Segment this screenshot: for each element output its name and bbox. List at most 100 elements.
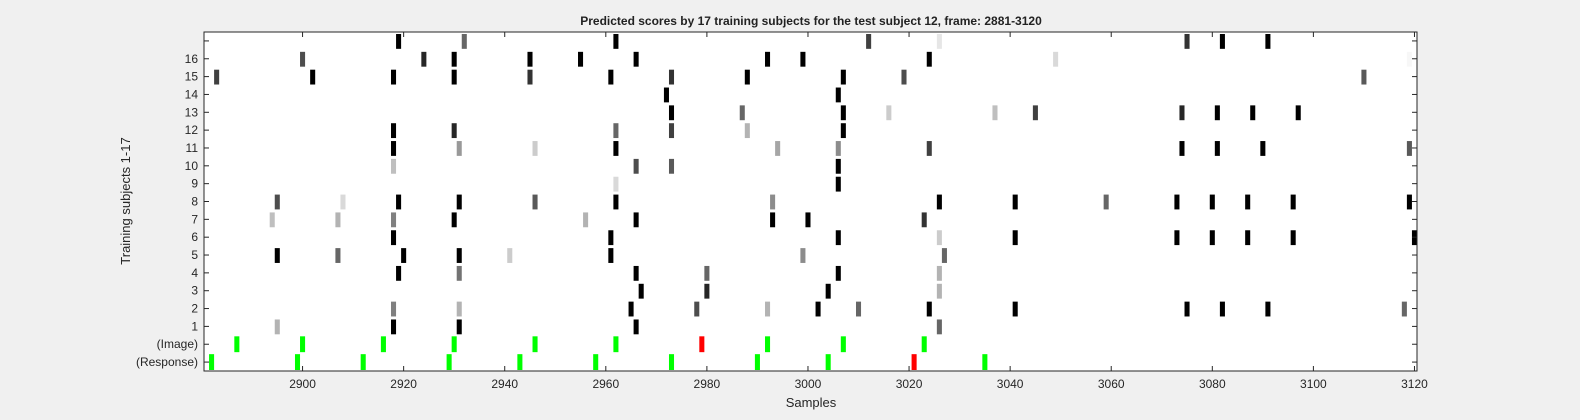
y-tick-label: (Image): [157, 337, 198, 351]
heatmap-cell: [1103, 194, 1109, 210]
correct-marker: [982, 354, 988, 370]
y-axis-label: Training subjects 1-17: [118, 137, 133, 264]
heatmap-cell: [886, 105, 892, 121]
heatmap-cell: [1406, 194, 1412, 210]
correct-marker: [593, 354, 599, 370]
correct-marker: [532, 336, 538, 353]
heatmap-cell: [744, 69, 750, 85]
heatmap-cell: [941, 248, 947, 263]
heatmap-cell: [1265, 301, 1271, 317]
heatmap-cell: [668, 69, 675, 85]
heatmap-cell: [401, 248, 407, 263]
correct-marker: [446, 354, 452, 370]
heatmap-cell: [668, 123, 675, 139]
y-tick-label: 11: [186, 141, 199, 155]
heatmap-cell: [1174, 230, 1180, 246]
heatmap-cell: [451, 123, 457, 139]
plot-frame: [203, 31, 1418, 372]
heatmap-cell: [800, 248, 806, 263]
x-tick-label: 3060: [1098, 377, 1125, 391]
heatmap-cell: [1174, 194, 1180, 210]
heatmap-cell: [583, 212, 589, 228]
heatmap-cell: [770, 212, 776, 228]
heatmap-cell: [1012, 301, 1018, 317]
x-tick-label: 2900: [289, 377, 316, 391]
heatmap-cell: [578, 51, 584, 67]
heatmap-cell: [608, 230, 614, 246]
heatmap-cell: [936, 283, 942, 299]
y-tick-label: 7: [191, 212, 198, 226]
heatmap-cell: [633, 212, 639, 228]
heatmap-cell: [1361, 69, 1367, 85]
y-tick-label: 3: [191, 284, 198, 298]
heatmap-cell: [840, 123, 846, 139]
heatmap-cell: [396, 34, 402, 49]
heatmap-cell: [451, 212, 457, 228]
incorrect-marker: [911, 354, 917, 370]
heatmap-cell: [310, 69, 316, 85]
axis-ticks: [204, 32, 1417, 371]
heatmap-cell: [507, 248, 513, 263]
heatmap-cell: [1290, 194, 1296, 210]
heatmap-cell: [668, 105, 675, 121]
heatmap-cell: [391, 230, 397, 246]
heatmap-cell: [936, 265, 942, 281]
heatmap-cell: [613, 34, 619, 49]
heatmap-cell: [396, 194, 402, 210]
heatmap-cell: [1406, 141, 1412, 156]
heatmap-cell: [694, 301, 700, 317]
heatmap-cell: [936, 194, 942, 210]
heatmap-cell: [391, 212, 397, 228]
heatmap-cell: [926, 51, 932, 67]
heatmap-cell: [608, 69, 614, 85]
heatmap-cell: [396, 265, 402, 281]
heatmap-cell: [835, 87, 841, 103]
incorrect-marker: [699, 336, 705, 353]
heatmap-cell: [744, 123, 750, 139]
x-tick-label: 3020: [896, 377, 923, 391]
heatmap-cell: [1012, 230, 1018, 246]
x-tick-label: 3080: [1199, 377, 1226, 391]
correct-marker: [294, 354, 301, 370]
heatmap-cell: [739, 105, 745, 121]
heatmap-cell: [613, 123, 619, 139]
x-tick-label: 3120: [1401, 377, 1428, 391]
heatmap-cell: [775, 141, 781, 156]
heatmap-cell: [274, 248, 280, 263]
heatmap-cell: [391, 158, 397, 174]
heatmap-cell: [1012, 194, 1018, 210]
y-tick-label: 8: [191, 195, 198, 209]
heatmap-cell: [704, 265, 710, 281]
heatmap-cell: [269, 212, 275, 228]
correct-marker: [451, 336, 457, 353]
heatmap-cell: [1214, 141, 1220, 156]
heatmap-cell: [1260, 141, 1266, 156]
heatmap-cell: [391, 141, 397, 156]
heatmap-cell: [527, 69, 533, 85]
heatmap-cell: [1295, 105, 1301, 121]
x-axis-label: Samples: [786, 395, 837, 410]
y-tick-label: 15: [185, 70, 199, 84]
heatmap-cells: [209, 34, 1417, 370]
correct-marker: [613, 336, 619, 353]
heatmap-cell: [1184, 301, 1190, 317]
heatmap-cell: [835, 230, 841, 246]
heatmap-cell: [805, 212, 811, 228]
correct-marker: [517, 354, 523, 370]
x-tick-label: 2920: [390, 377, 417, 391]
heatmap-cell: [633, 265, 639, 281]
heatmap-cell: [300, 51, 306, 67]
y-tick-label: 1: [191, 319, 198, 333]
heatmap-cell: [633, 319, 639, 335]
heatmap-cell: [815, 301, 821, 317]
x-tick-label: 2980: [694, 377, 721, 391]
heatmap-cell: [1179, 105, 1185, 121]
heatmap-cell: [340, 194, 346, 210]
heatmap-cell: [1219, 301, 1225, 317]
heatmap-cell: [391, 301, 397, 317]
heatmap-cell: [1406, 51, 1412, 67]
heatmap-cell: [1209, 230, 1215, 246]
correct-marker: [825, 354, 831, 370]
heatmap-cell: [451, 51, 457, 67]
